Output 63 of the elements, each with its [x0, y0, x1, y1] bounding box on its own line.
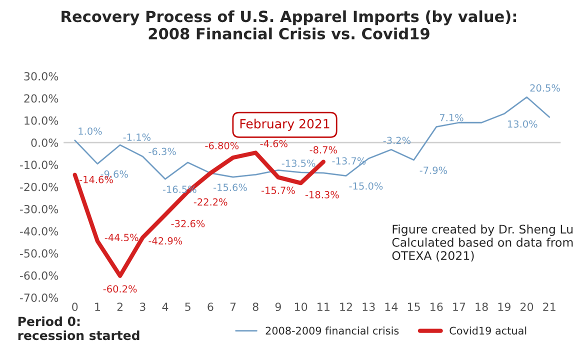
y-tick-label: -60.0%	[20, 271, 58, 280]
x-tick-label: 11	[318, 302, 330, 311]
x-tick-label: 12	[340, 302, 352, 311]
x-tick-label: 5	[185, 302, 190, 312]
data-label: -13.5%	[282, 160, 316, 167]
y-tick-label: 0.0%	[31, 138, 58, 147]
data-label: -22.2%	[194, 198, 228, 206]
data-label: -3.2%	[383, 136, 411, 144]
y-tick-label: -20.0%	[20, 182, 58, 192]
data-label: -18.3%	[305, 191, 339, 198]
data-label: -7.9%	[420, 166, 448, 174]
annotation: Figure created by Dr. Sheng Lu Calculated based on data from OTEXA (2021)	[392, 224, 573, 262]
annotation: February 2021	[240, 118, 330, 131]
x-tick-label: 20	[520, 302, 534, 312]
x-tick-label: 4	[162, 302, 168, 311]
x-tick-label: 13	[362, 302, 375, 312]
data-label: -13.7%	[332, 157, 366, 165]
data-label: 20.5%	[530, 84, 560, 92]
data-label: -44.5%	[104, 234, 138, 242]
x-tick-label: 8	[252, 302, 258, 312]
data-label: -6.80%	[205, 142, 239, 150]
x-tick-label: 9	[275, 302, 281, 312]
x-tick-label: 6	[208, 302, 214, 312]
data-label: -32.6%	[171, 220, 205, 228]
x-tick-label: 1	[95, 302, 100, 311]
y-tick-label: -30.0%	[20, 204, 58, 214]
y-tick-label: 20.0%	[24, 94, 58, 103]
x-tick-label: 15	[408, 302, 420, 312]
x-tick-label: 2	[117, 302, 122, 311]
data-label: 13.0%	[508, 120, 538, 128]
data-label: -14.6%	[80, 176, 113, 184]
y-tick-label: -10.0%	[20, 160, 58, 170]
x-tick-label: 19	[498, 302, 510, 312]
data-label: 7.1%	[440, 114, 464, 122]
data-label: -60.2%	[103, 285, 137, 293]
data-label: -15.6%	[214, 184, 247, 192]
text: Period 0: recession started	[18, 316, 140, 340]
x-tick-label: 3	[140, 302, 146, 312]
data-label: -6.3%	[148, 148, 176, 156]
legend-label: 2008-2009 financial crisis	[266, 326, 399, 335]
legend-label: Covid19 actual	[450, 326, 526, 335]
x-tick-label: 21	[543, 302, 556, 311]
chart-title: Recovery Process of U.S. Apparel Imports (by value): 2008 Financial Crisis vs. Covid19	[62, 10, 516, 40]
x-tick-label: 18	[476, 302, 488, 312]
data-label: -15.0%	[349, 182, 383, 190]
x-tick-label: 17	[453, 302, 466, 311]
data-label: -8.7%	[310, 146, 337, 154]
x-tick-label: 7	[230, 302, 236, 311]
data-label: -4.6%	[260, 140, 288, 148]
data-label: 1.0%	[78, 127, 102, 135]
y-tick-label: 10.0%	[24, 116, 58, 125]
data-label: -9.6%	[100, 170, 128, 178]
x-tick-label: 16	[430, 302, 443, 312]
data-label: -42.9%	[148, 237, 182, 245]
data-label: -15.7%	[262, 186, 295, 194]
data-label: -1.1%	[123, 134, 151, 141]
y-tick-label: 30.0%	[24, 72, 58, 80]
x-tick-label: 10	[294, 302, 308, 312]
x-tick-label: 0	[72, 302, 78, 312]
y-tick-label: -70.0%	[20, 294, 58, 302]
y-tick-label: -40.0%	[20, 227, 58, 236]
x-tick-label: 14	[385, 302, 398, 311]
y-tick-label: -50.0%	[20, 249, 58, 258]
